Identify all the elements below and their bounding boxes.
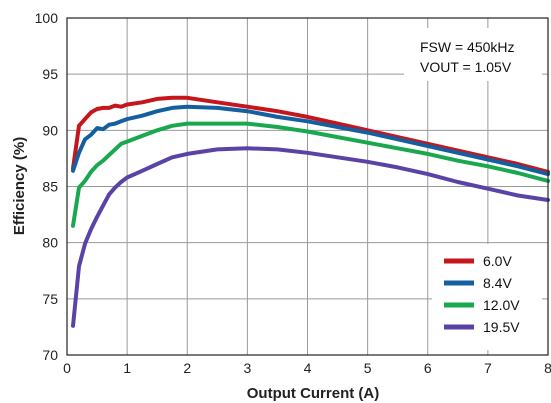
series-line-6-0V — [71, 95, 550, 174]
series-line-8-4V — [71, 104, 550, 177]
plot-border — [66, 17, 549, 356]
series-line-12-0V — [71, 121, 550, 228]
x-axis-title: Output Current (A) — [247, 385, 379, 402]
x-tick-label: 7 — [484, 360, 492, 376]
annotation-fsw: FSW = 450kHz — [420, 39, 515, 55]
y-axis-title: Efficiency (%) — [11, 137, 28, 235]
y-tick-label: 100 — [35, 10, 59, 26]
y-tick-labels: 70 75 80 85 90 95 100 — [35, 10, 59, 363]
x-tick-label: 1 — [123, 360, 131, 376]
legend-label: 19.5V — [483, 319, 520, 335]
y-tick-label: 75 — [42, 291, 58, 307]
series-lines — [71, 95, 550, 328]
y-tick-label: 80 — [42, 235, 58, 251]
x-tick-label: 2 — [183, 360, 191, 376]
x-tick-label: 8 — [544, 360, 551, 376]
y-tick-label: 90 — [42, 122, 58, 138]
x-tick-label: 6 — [424, 360, 432, 376]
annotation-vout: VOUT = 1.05V — [420, 59, 512, 75]
x-tick-labels: 0 1 2 3 4 5 6 7 8 — [63, 360, 551, 376]
plot-frame — [66, 17, 549, 356]
x-tick-label: 4 — [304, 360, 312, 376]
legend-label: 8.4V — [483, 275, 512, 291]
annotation-box — [404, 28, 542, 81]
legend: 6.0V 8.4V 12.0V 19.5V — [432, 244, 542, 350]
series-line-19-5V — [71, 146, 550, 328]
legend-label: 12.0V — [483, 297, 520, 313]
y-tick-label: 85 — [42, 179, 58, 195]
x-tick-label: 3 — [243, 360, 251, 376]
legend-label: 6.0V — [483, 253, 512, 269]
y-tick-label: 95 — [42, 66, 58, 82]
y-tick-label: 70 — [42, 347, 58, 363]
x-tick-label: 5 — [364, 360, 372, 376]
x-tick-label: 0 — [63, 360, 71, 376]
